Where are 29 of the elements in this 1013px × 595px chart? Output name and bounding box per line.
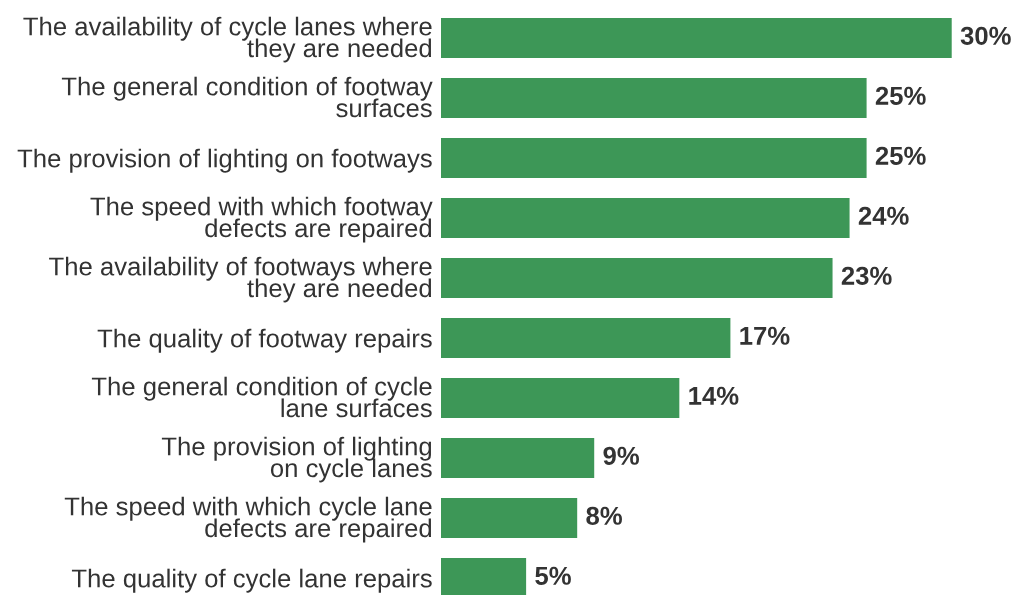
y-tick-label: The general condition of cycle lane surfaces <box>91 376 432 418</box>
y-tick-label: The quality of cycle lane repairs <box>71 568 432 593</box>
data-label: 23% <box>841 266 892 285</box>
y-tick-label: The availability of cycle lanes where they are needed <box>23 16 432 63</box>
data-label: 25% <box>875 146 926 165</box>
bar <box>441 317 731 359</box>
y-tick-label: The general condition of footway surfaces <box>61 76 433 118</box>
bar <box>441 197 850 239</box>
bar <box>441 377 680 419</box>
y-tick-label: The availability of footways where they are needed <box>49 256 432 303</box>
bar <box>441 77 867 119</box>
y-tick-label: The quality of footway repairs <box>97 328 432 353</box>
bar <box>441 497 578 539</box>
data-label: 17% <box>740 326 790 345</box>
bar <box>441 17 952 59</box>
bar <box>441 257 833 299</box>
data-label: 5% <box>535 566 571 585</box>
y-tick-label: The provision of lighting on footways <box>17 148 432 173</box>
data-label: 30% <box>960 26 1011 45</box>
y-tick-label: The speed with which cycle lane defects are repaired <box>64 496 432 543</box>
bar <box>441 137 867 179</box>
data-label: 14% <box>689 386 739 405</box>
data-label: 25% <box>875 86 926 105</box>
y-tick-label: The provision of lighting on cycle lanes <box>161 436 432 483</box>
data-label: 9% <box>603 446 640 465</box>
bar <box>441 437 595 479</box>
data-label: 24% <box>858 206 909 225</box>
y-tick-label: The speed with which footway defects are repaired <box>90 196 433 243</box>
data-label: 8% <box>586 506 622 525</box>
